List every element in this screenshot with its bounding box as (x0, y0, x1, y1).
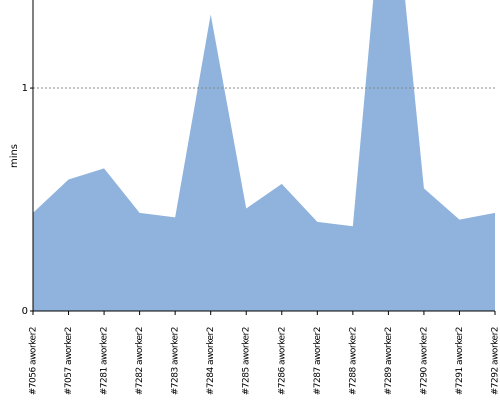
x-tick-label: #7291 aworker2 (455, 327, 465, 395)
x-tick-label: #7056 aworker2 (29, 327, 39, 395)
x-tick-label: #7281 aworker2 (100, 327, 110, 395)
y-axis-label: mins (9, 144, 20, 168)
x-tick-label: #7283 aworker2 (171, 327, 181, 395)
x-tick-label: #7289 aworker2 (384, 327, 394, 395)
x-tick-label: #7288 aworker2 (348, 327, 358, 395)
x-tick-label: #7290 aworker2 (419, 327, 429, 395)
x-tick-label: #7285 aworker2 (242, 327, 252, 395)
plot-area (33, 0, 495, 311)
x-tick-label: #7282 aworker2 (135, 327, 145, 395)
y-tick-label: 0 (22, 306, 28, 317)
y-tick-label: 1 (22, 83, 28, 94)
x-tick-label: #7284 aworker2 (206, 327, 216, 395)
x-tick-label: #7287 aworker2 (313, 327, 323, 395)
x-tick-label: #7057 aworker2 (64, 327, 74, 395)
x-tick-label: #7292 aworker2 (491, 327, 500, 395)
area (33, 0, 495, 311)
x-tick-label: #7286 aworker2 (277, 327, 287, 395)
